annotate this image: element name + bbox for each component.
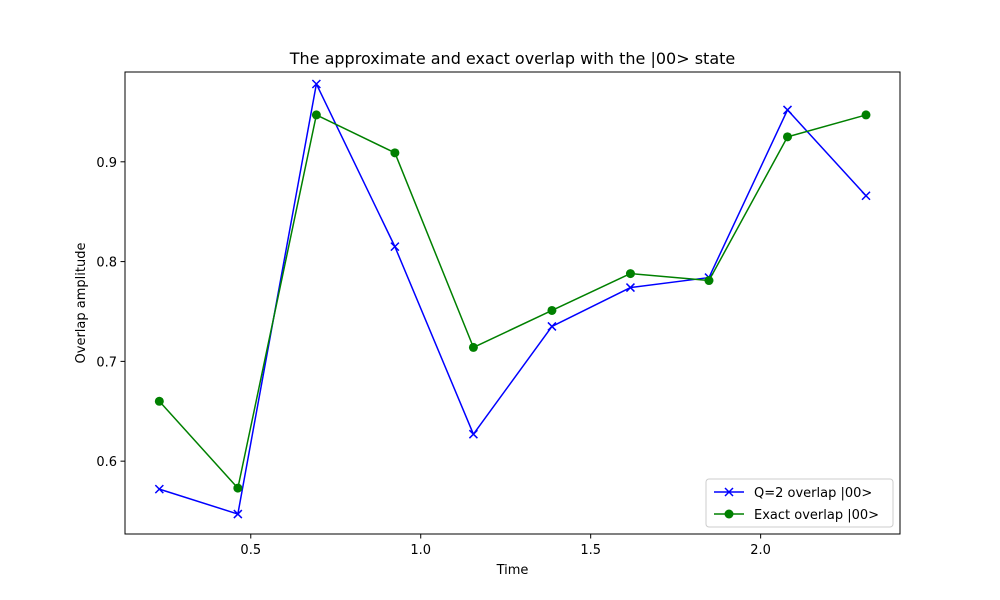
data-point-x-marker [861,191,871,201]
x-tick-label: 1.5 [580,543,601,558]
data-point-x-marker [625,283,635,293]
chart-title: The approximate and exact overlap with t… [289,49,736,68]
data-point-circle-marker [704,276,714,286]
legend-q2-x-marker [724,487,734,497]
data-point-circle-marker [861,110,871,120]
data-point-circle-marker [154,396,164,406]
legend-exact-circle-marker [724,509,734,519]
data-point-x-marker [390,242,400,252]
series-1 [154,110,871,493]
legend-exact-label: Exact overlap |00> [754,508,879,523]
data-point-x-marker [468,429,478,439]
x-axis-ticks: 0.5 1.0 1.5 2.0 [240,534,771,558]
x-axis-label: Time [496,563,529,578]
data-point-circle-marker [547,305,557,315]
plot-frame [124,71,901,535]
data-point-circle-marker [311,110,321,120]
series-layer [154,79,871,519]
x-tick-label: 2.0 [750,543,771,558]
data-point-circle-marker [468,342,478,352]
data-point-x-marker [154,484,164,494]
y-tick-label: 0.6 [96,455,117,470]
y-axis-label: Overlap amplitude [74,243,89,364]
x-tick-label: 1.0 [410,543,431,558]
legend-box [705,478,894,528]
data-point-circle-marker [233,483,243,493]
x-tick-label: 0.5 [240,543,261,558]
legend: Q=2 overlap |00> Exact overlap |00> [705,478,894,528]
y-tick-label: 0.8 [96,256,117,271]
y-tick-label: 0.9 [96,156,117,171]
data-point-circle-marker [390,148,400,158]
series-line [158,114,867,489]
data-point-x-marker [311,79,321,89]
data-point-circle-marker [782,132,792,142]
data-point-circle-marker [625,269,635,279]
y-axis-ticks: 0.6 0.7 0.8 0.9 [96,156,125,470]
data-point-x-marker [547,321,557,331]
y-tick-label: 0.7 [96,355,117,370]
legend-q2-label: Q=2 overlap |00> [754,486,872,501]
data-point-x-marker [233,509,243,519]
data-point-x-marker [782,105,793,115]
